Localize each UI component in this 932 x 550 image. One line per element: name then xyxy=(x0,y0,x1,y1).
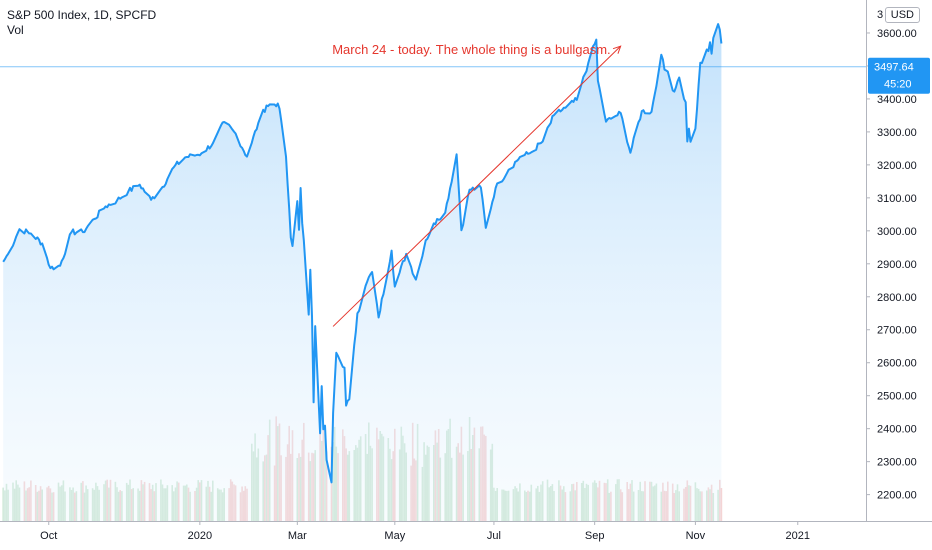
time-axis-tick-label: 2020 xyxy=(188,530,212,542)
price-axis-tick-label: 2500.00 xyxy=(877,391,917,403)
price-axis-tick-label: 2600.00 xyxy=(877,358,917,370)
chart-legend: S&P 500 Index, 1D, SPCFD Vol xyxy=(7,8,156,38)
trend-arrow-head xyxy=(612,45,622,54)
bar-countdown: 45:20 xyxy=(884,79,912,91)
price-axis-tick-label: 3200.00 xyxy=(877,160,917,172)
price-axis-tick-label: 2800.00 xyxy=(877,292,917,304)
price-axis[interactable]: 2200.00 2300.00 2400.00 2500.00 2600.00 2700.… xyxy=(866,28,917,502)
last-price-tag: 3497.64 45:20 xyxy=(868,57,930,94)
price-axis-tick-label: 3600.00 xyxy=(877,28,917,40)
last-price-value: 3497.64 xyxy=(874,62,914,74)
price-axis-tick-label: 2400.00 xyxy=(877,424,917,436)
price-axis-tick-label: 3300.00 xyxy=(877,127,917,139)
time-axis[interactable]: Oct 2020 Mar May Jul Sep Nov 2021 xyxy=(40,521,810,542)
trend-arrow-line[interactable] xyxy=(332,45,622,327)
time-axis-tick-label: Oct xyxy=(40,530,57,542)
trend-annotation-text[interactable]: March 24 - today. The whole thing is a b… xyxy=(332,42,610,57)
price-axis-tick-label: 3400.00 xyxy=(877,94,917,106)
time-axis-tick-label: May xyxy=(384,530,405,542)
time-axis-tick-label: Nov xyxy=(686,530,706,542)
price-axis-top-partial-tick: 3 xyxy=(877,9,883,21)
price-axis-tick-label: 3100.00 xyxy=(877,193,917,205)
price-axis-tick-label: 2200.00 xyxy=(877,490,917,502)
volume-label[interactable]: Vol xyxy=(7,23,24,37)
symbol-title[interactable]: S&P 500 Index, 1D, SPCFD xyxy=(7,8,157,22)
price-area-fill xyxy=(3,24,722,521)
time-axis-tick-label: Sep xyxy=(585,530,605,542)
currency-button[interactable]: USD xyxy=(884,7,920,23)
time-axis-tick-label: Jul xyxy=(487,530,501,542)
price-line[interactable] xyxy=(2,23,723,484)
last-price-tag-box xyxy=(868,57,930,94)
time-axis-tick-label: 2021 xyxy=(786,530,810,542)
price-axis-tick-label: 2300.00 xyxy=(877,457,917,469)
time-axis-tick-label: Mar xyxy=(288,530,307,542)
price-axis-tick-label: 3000.00 xyxy=(877,226,917,238)
price-axis-tick-label: 2900.00 xyxy=(877,259,917,271)
price-axis-tick-label: 2700.00 xyxy=(877,325,917,337)
